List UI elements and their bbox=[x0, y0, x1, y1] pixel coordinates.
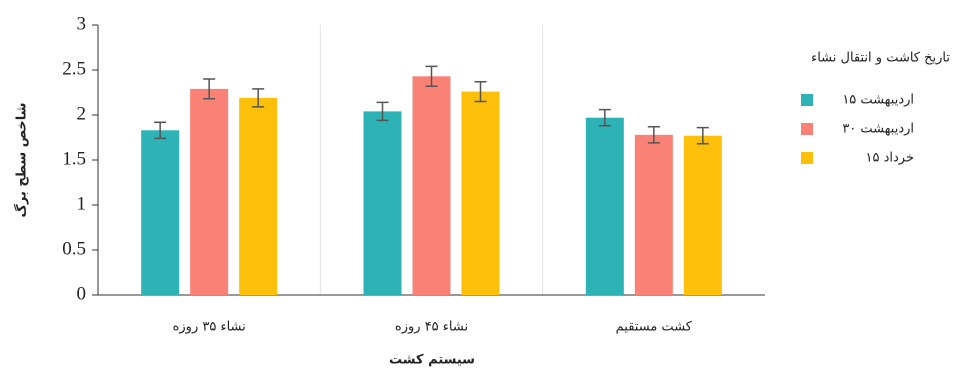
bar bbox=[683, 135, 722, 295]
error-bar bbox=[598, 108, 611, 127]
legend-swatch bbox=[801, 94, 813, 106]
legend-label: ۱۵ خرداد bbox=[865, 151, 914, 166]
x-tick-label: نشاء ۳۵ روزه bbox=[173, 320, 246, 335]
legend-swatch bbox=[801, 152, 813, 164]
legend-swatch bbox=[801, 123, 813, 135]
bar bbox=[190, 88, 229, 296]
legend-title: تاریخ کاشت و انتقال نشاء bbox=[811, 51, 950, 66]
y-tick-label: 0 bbox=[77, 283, 87, 304]
error-bar bbox=[474, 80, 487, 103]
legend-label: ۱۵ اردیبهشت bbox=[842, 93, 914, 108]
x-tick-label: کشت مستقیم bbox=[616, 320, 693, 335]
bar bbox=[585, 117, 624, 295]
y-tick-label: 2.5 bbox=[62, 58, 86, 79]
x-tick-label: نشاء ۴۵ روزه bbox=[395, 320, 468, 335]
error-bar bbox=[203, 78, 216, 100]
y-tick-label: 3 bbox=[77, 13, 87, 34]
y-tick-label: 0.5 bbox=[62, 238, 86, 259]
bar bbox=[461, 91, 500, 295]
legend-label: ۳۰ اردیبهشت bbox=[842, 122, 914, 137]
y-axis-title: شاخص سطح برگ bbox=[13, 103, 30, 218]
x-axis-title: سیستم کشت bbox=[389, 353, 475, 368]
error-bar bbox=[696, 126, 709, 145]
y-tick-label: 1.5 bbox=[62, 148, 86, 169]
y-tick-label: 2 bbox=[77, 103, 87, 124]
error-bar bbox=[252, 88, 265, 108]
y-tick-label: 1 bbox=[77, 193, 87, 214]
error-bar bbox=[376, 101, 389, 122]
bar bbox=[141, 130, 180, 295]
bar bbox=[363, 111, 402, 296]
bar bbox=[634, 134, 673, 295]
error-bar bbox=[425, 65, 438, 87]
error-bar bbox=[154, 121, 167, 140]
bar bbox=[239, 97, 278, 296]
error-bar bbox=[647, 125, 660, 144]
bar bbox=[412, 76, 451, 295]
